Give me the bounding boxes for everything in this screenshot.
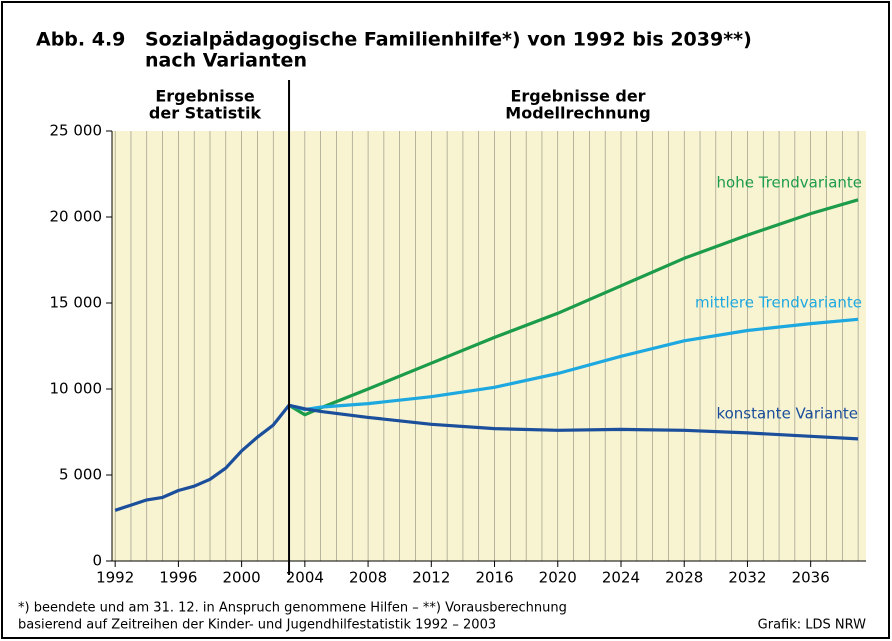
chart-title: nach Varianten <box>145 50 307 72</box>
x-tick-label: 2008 <box>349 569 387 587</box>
y-tick-label: 10 000 <box>50 380 103 398</box>
x-tick-label: 2032 <box>728 569 766 587</box>
y-tick-label: 0 <box>92 552 102 570</box>
x-tick-label: 2036 <box>792 569 830 587</box>
y-tick-label: 15 000 <box>50 294 103 312</box>
plot-area: 1992 1996 2000 2004 2008 2012 2016 2020 2024 2028… <box>50 80 866 587</box>
section-header: der Statistik <box>149 104 262 123</box>
footnote: basierend auf Zeitreihen der Kinder- und… <box>18 618 496 633</box>
section-header: Ergebnisse der <box>510 87 645 106</box>
section-header: Modellrechnung <box>505 104 650 123</box>
x-tick-label: 2000 <box>223 569 261 587</box>
figure-number: Abb. 4.9 <box>36 29 125 51</box>
footnote: *) beendete und am 31. 12. in Anspruch g… <box>18 601 567 616</box>
series-label: hohe Trendvariante <box>717 174 862 192</box>
x-tick-label: 2004 <box>286 569 324 587</box>
series-label: mittlere Trendvariante <box>695 294 862 312</box>
x-tick-label: 2012 <box>412 569 450 587</box>
series-label: konstante Variante <box>716 405 858 423</box>
y-tick-label: 20 000 <box>50 208 103 226</box>
plot-background <box>112 131 866 561</box>
x-tick-label: 2016 <box>475 569 513 587</box>
x-tick-label: 1996 <box>159 569 197 587</box>
chart-title: Sozialpädagogische Familienhilfe*) von 1… <box>145 29 752 51</box>
section-header: Ergebnisse <box>155 87 255 106</box>
source: Grafik: LDS NRW <box>758 618 866 633</box>
x-tick-label: 2020 <box>539 569 577 587</box>
y-tick-label: 5 000 <box>59 466 102 484</box>
series-line <box>288 317 859 412</box>
x-tick-label: 1992 <box>96 569 134 587</box>
x-tick-label: 2028 <box>665 569 703 587</box>
y-tick-label: 25 000 <box>50 122 103 140</box>
x-tick-label: 2024 <box>602 569 640 587</box>
